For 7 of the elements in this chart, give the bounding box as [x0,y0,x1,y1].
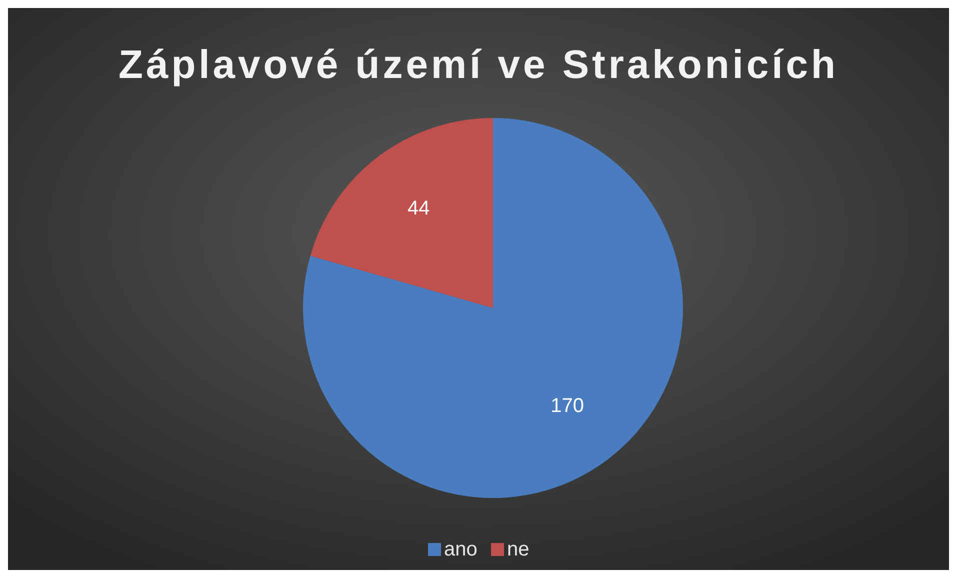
data-label: 44 [408,198,430,220]
chart-title: Záplavové území ve Strakonicích [118,43,838,87]
legend-label: ne [507,538,530,560]
pie-slice [310,118,493,308]
pie-slice [303,118,683,498]
data-label: 170 [550,394,584,417]
legend-label: ano [444,538,478,560]
